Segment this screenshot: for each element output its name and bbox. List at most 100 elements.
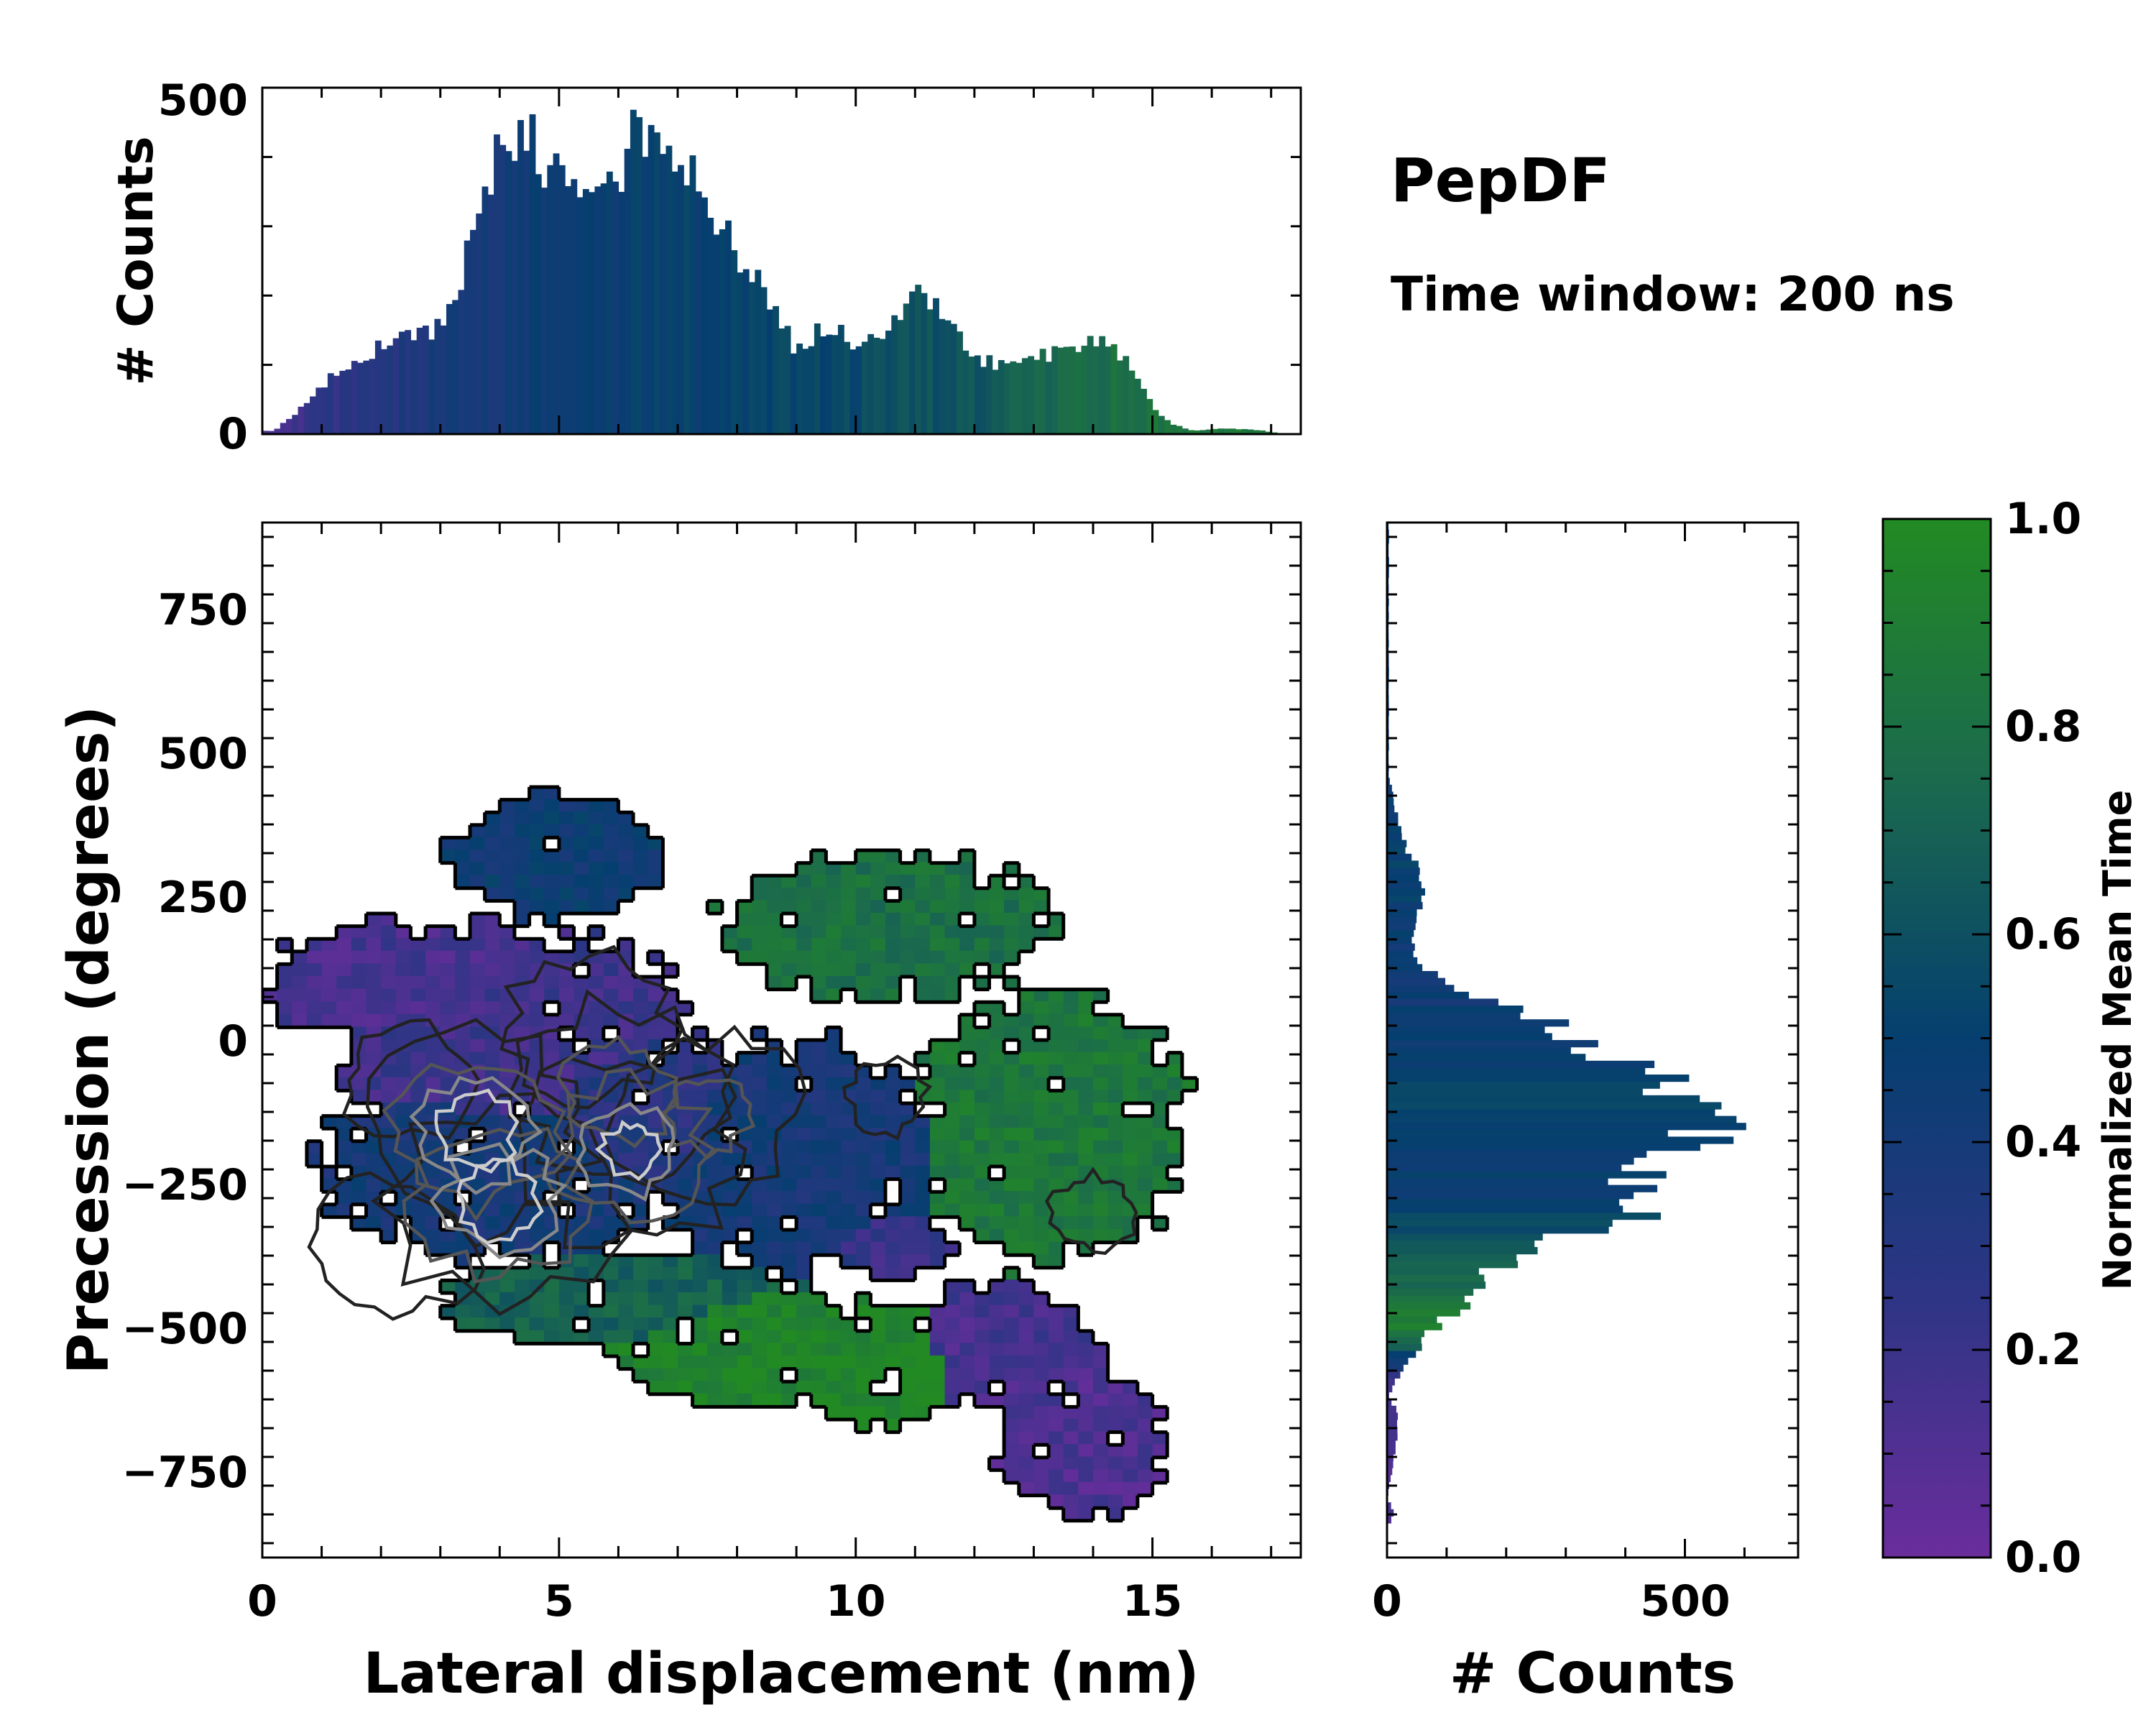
heatmap-cell	[915, 1215, 931, 1229]
density-contour	[576, 1102, 676, 1202]
heatmap-cell	[589, 874, 604, 888]
heatmap-cell	[1004, 1405, 1020, 1419]
right-histogram-bar	[1387, 1075, 1690, 1082]
heatmap-cell	[752, 1115, 768, 1128]
heatmap-cell	[1018, 1203, 1034, 1217]
heatmap-cell	[1063, 1152, 1079, 1166]
heatmap-cell	[885, 1355, 901, 1368]
heatmap-cell	[663, 1266, 678, 1280]
heatmap-cell	[1152, 1115, 1168, 1128]
heatmap-cell	[425, 988, 441, 1002]
top-histogram-bar	[665, 145, 673, 435]
heatmap-cell	[1004, 1431, 1020, 1445]
heatmap-cell	[1107, 1140, 1123, 1154]
heatmap-cell	[1093, 1115, 1109, 1128]
heatmap-cell	[796, 950, 812, 964]
heatmap-cell	[603, 874, 619, 888]
heatmap-cell	[558, 874, 574, 888]
heatmap-cell	[440, 849, 456, 862]
top-histogram-bar	[725, 220, 732, 434]
heatmap-cell	[633, 1039, 649, 1052]
heatmap-cell	[915, 925, 931, 939]
heatmap-cell	[440, 925, 456, 939]
heatmap-cell	[915, 862, 931, 875]
heatmap-cell	[455, 988, 471, 1002]
heatmap-cell	[944, 1292, 960, 1305]
heatmap-cell	[1063, 1431, 1079, 1445]
heatmap-cell	[826, 925, 842, 939]
heatmap-cell	[944, 874, 960, 888]
heatmap-cell	[766, 1089, 782, 1103]
heatmap-cell	[781, 899, 797, 913]
heatmap-cell	[870, 1178, 886, 1192]
heatmap-cell	[366, 1203, 382, 1217]
heatmap-cell	[752, 1292, 768, 1305]
heatmap-cell	[1004, 1026, 1020, 1039]
right-histogram-bar	[1387, 1026, 1545, 1034]
heatmap-cell	[826, 862, 842, 875]
heatmap-cell	[1078, 1241, 1094, 1255]
top-histogram-bar	[630, 109, 637, 435]
right-histogram-bar	[1387, 1019, 1570, 1027]
top-histogram-bar	[1069, 346, 1076, 434]
heatmap-cell	[796, 1355, 812, 1368]
heatmap-cell	[351, 1000, 367, 1014]
heatmap-cell	[737, 1279, 752, 1292]
heatmap-cell	[1049, 1052, 1064, 1065]
heatmap-cell	[855, 1305, 871, 1318]
heatmap-cell	[752, 1228, 768, 1242]
heatmap-cell	[514, 1026, 530, 1039]
heatmap-cell	[1033, 1165, 1049, 1179]
heatmap-cell	[1078, 1152, 1094, 1166]
heatmap-cell	[277, 988, 292, 1002]
heatmap-cell	[944, 962, 960, 976]
heatmap-cell	[484, 887, 500, 901]
heatmap-cell	[915, 1052, 931, 1065]
heatmap-cell	[366, 1190, 382, 1204]
heatmap-cell	[707, 1077, 723, 1090]
heatmap-cell	[885, 1228, 901, 1242]
heatmap-cell	[781, 1127, 797, 1141]
heatmap-cell	[1004, 1089, 1020, 1103]
right-histogram-bar	[1387, 1226, 1609, 1234]
heatmap-cell	[929, 1064, 946, 1077]
heatmap-cell	[781, 1152, 797, 1166]
heatmap-cell	[663, 1368, 678, 1381]
heatmap-cell	[395, 1140, 411, 1154]
heatmap-cell	[648, 988, 663, 1002]
density-contour	[434, 1088, 520, 1168]
density-contour	[429, 1141, 568, 1260]
heatmap-cell	[885, 950, 901, 964]
heatmap-cell	[915, 1330, 931, 1343]
heatmap-cell	[1078, 1418, 1094, 1432]
top-histogram-bar	[374, 340, 382, 434]
heatmap-cell	[1107, 1013, 1123, 1027]
heatmap-cell	[826, 988, 842, 1002]
heatmap-cell	[1078, 1089, 1094, 1103]
heatmap-cell	[870, 950, 886, 964]
heatmap-cell	[1033, 1368, 1049, 1381]
heatmap-cell	[529, 824, 545, 837]
heatmap-cell	[440, 1279, 456, 1292]
heatmap-cell	[1093, 1368, 1109, 1381]
heatmap-cell	[826, 1342, 842, 1356]
heatmap-cell	[366, 975, 382, 989]
heatmap-cell	[722, 1342, 738, 1356]
heatmap-cell	[826, 1052, 842, 1065]
heatmap-cell	[336, 1140, 352, 1154]
top-histogram-bar	[321, 387, 328, 434]
right-histogram-bar	[1387, 895, 1422, 903]
top-histogram-bar	[1217, 428, 1225, 434]
heatmap-cell	[915, 1393, 931, 1407]
heatmap-cell	[1078, 1000, 1094, 1014]
heatmap-cell	[1018, 1190, 1034, 1204]
heatmap-cell	[989, 1203, 1005, 1217]
top-histogram-bar	[980, 367, 987, 434]
heatmap-cell	[959, 1152, 975, 1166]
heatmap-cell	[900, 1393, 916, 1407]
heatmap-cell	[366, 962, 382, 976]
heatmap-cell	[425, 1077, 441, 1090]
right-histogram-bar	[1387, 1081, 1660, 1089]
heatmap-cell	[1078, 1115, 1094, 1128]
heatmap-cell	[826, 937, 842, 951]
